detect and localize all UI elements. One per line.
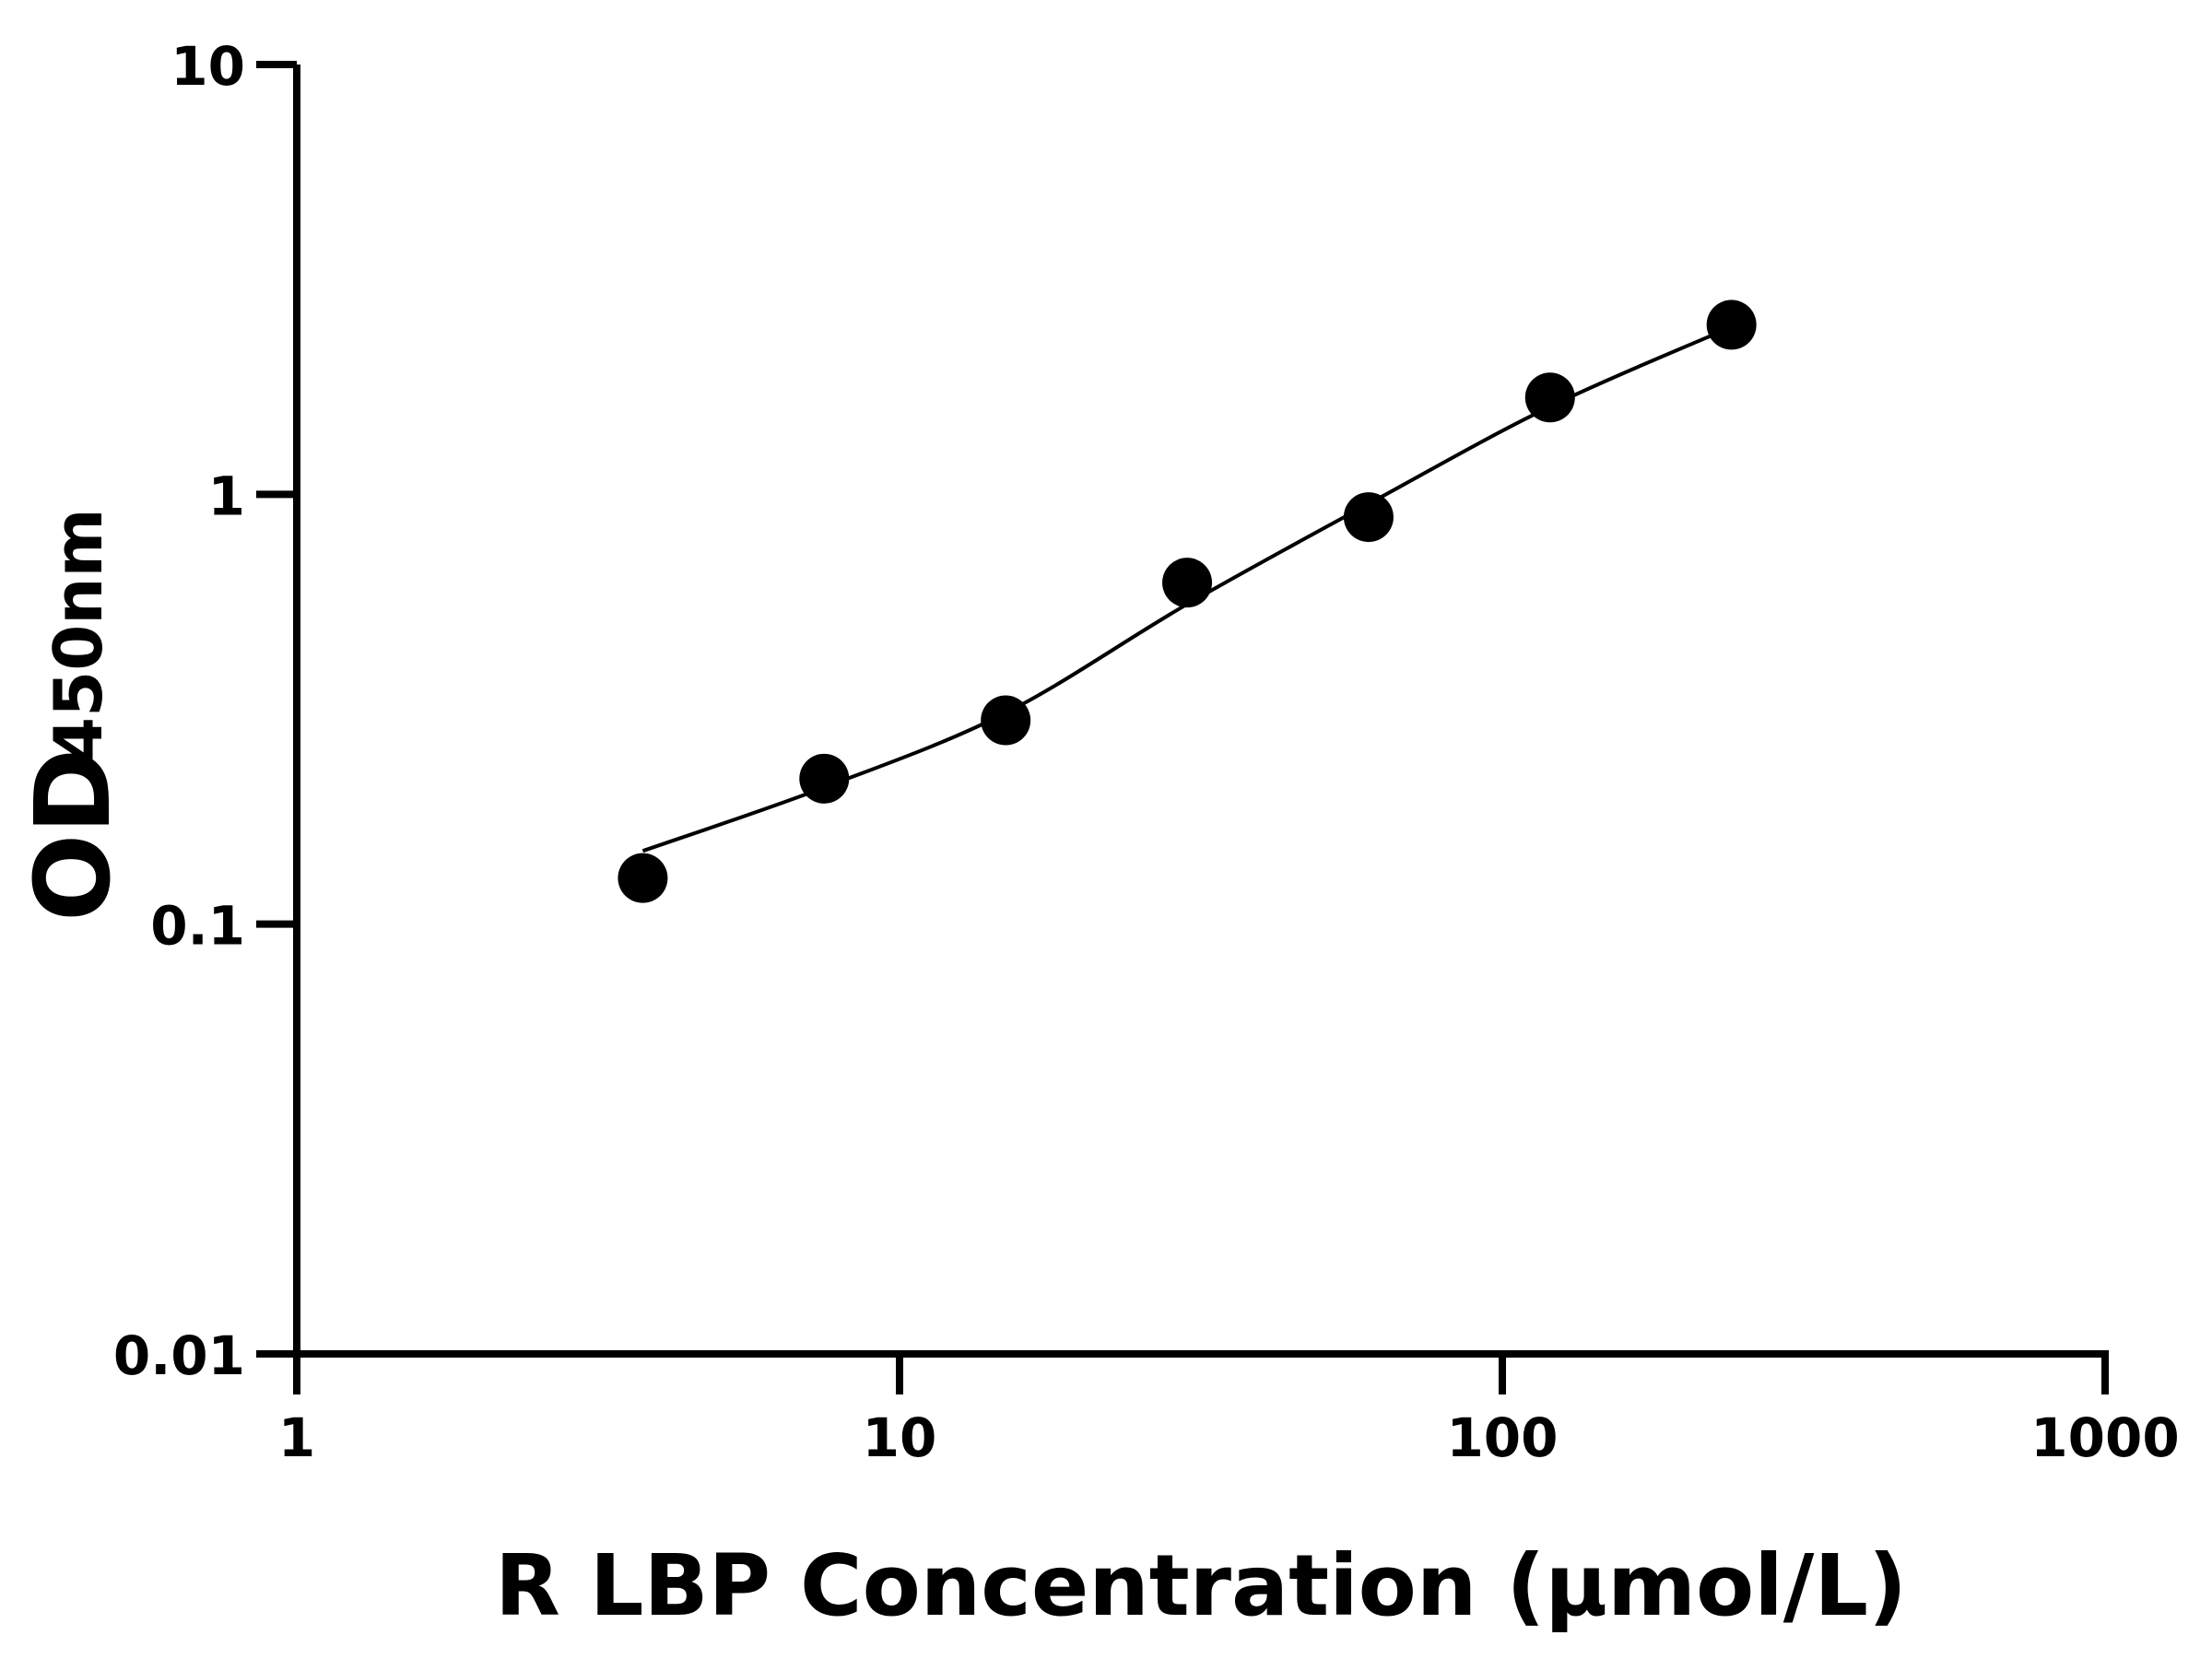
data-points — [618, 300, 1757, 903]
y-axis-title-main: OD — [14, 748, 134, 922]
x-tick-label: 1 — [278, 1406, 315, 1469]
y-axis-title-sub: 450nm — [40, 508, 117, 763]
x-axis-title: R LBP Concentration (μmol/L) — [495, 1536, 1907, 1635]
x-tick-label: 1000 — [2030, 1406, 2179, 1469]
y-tick-label: 1 — [208, 465, 245, 527]
data-point — [1524, 372, 1575, 423]
data-point — [1706, 300, 1757, 350]
ticks: 1 10 100 1000 0.01 0.1 1 10 — [113, 35, 2180, 1469]
data-point — [799, 753, 850, 804]
data-point — [618, 853, 668, 903]
x-tick-label: 100 — [1446, 1406, 1558, 1469]
data-point — [981, 695, 1031, 746]
data-point — [1162, 558, 1213, 608]
y-tick-label: 0.01 — [113, 1324, 245, 1387]
x-tick-label: 10 — [863, 1406, 937, 1469]
axes — [293, 65, 2109, 1358]
y-tick-label: 10 — [171, 35, 245, 98]
y-tick-label: 0.1 — [150, 895, 245, 958]
y-axis-title: OD 450nm — [14, 508, 134, 922]
data-point — [1343, 492, 1394, 543]
